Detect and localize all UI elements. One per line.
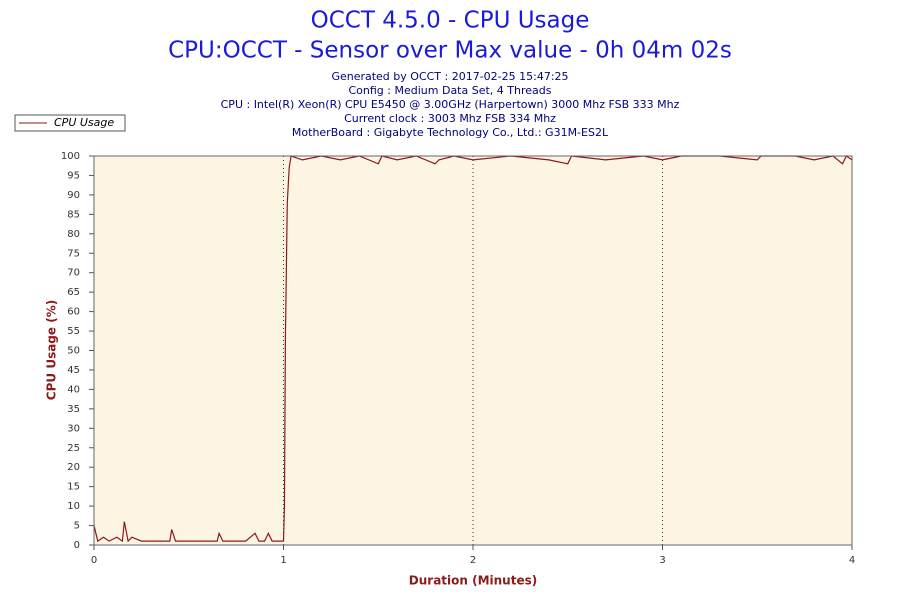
y-tick-label: 70 — [67, 268, 80, 279]
x-tick-label: 3 — [659, 555, 665, 566]
y-axis-label: CPU Usage (%) — [45, 300, 59, 400]
y-tick-label: 95 — [67, 170, 80, 181]
y-tick-label: 90 — [67, 190, 80, 201]
y-tick-label: 35 — [67, 404, 80, 415]
y-tick-label: 25 — [67, 443, 80, 454]
x-tick-label: 1 — [280, 555, 286, 566]
y-tick-label: 80 — [67, 229, 80, 240]
y-tick-label: 20 — [67, 462, 80, 473]
x-tick-label: 0 — [91, 555, 97, 566]
y-tick-label: 100 — [61, 151, 80, 162]
info-line: MotherBoard : Gigabyte Technology Co., L… — [292, 126, 609, 139]
y-tick-label: 30 — [67, 423, 80, 434]
y-tick-label: 15 — [67, 482, 80, 493]
chart-subtitle: CPU:OCCT - Sensor over Max value - 0h 04… — [168, 38, 732, 64]
y-tick-label: 85 — [67, 209, 80, 220]
x-tick-label: 4 — [849, 555, 855, 566]
data-line — [93, 155, 853, 543]
info-line: CPU : Intel(R) Xeon(R) CPU E5450 @ 3.00G… — [221, 98, 680, 111]
plot-border — [93, 155, 853, 546]
y-tick-label: 65 — [67, 287, 80, 298]
y-tick-label: 75 — [67, 248, 80, 259]
info-line: Config : Medium Data Set, 4 Threads — [349, 84, 552, 97]
y-tick-label: 10 — [67, 501, 80, 512]
y-tick-label: 55 — [67, 326, 80, 337]
info-line: Current clock : 3003 Mhz FSB 334 Mhz — [344, 112, 556, 125]
y-tick-label: 60 — [67, 307, 80, 318]
x-axis-label: Duration (Minutes) — [409, 574, 537, 588]
chart-title: OCCT 4.5.0 - CPU Usage — [311, 8, 590, 34]
y-tick-label: 40 — [67, 384, 80, 395]
y-tick-label: 0 — [74, 540, 80, 551]
legend-box — [14, 114, 126, 132]
legend-label: CPU Usage — [54, 116, 114, 129]
plot-area — [94, 156, 852, 545]
y-tick-label: 45 — [67, 365, 80, 376]
y-tick-label: 50 — [67, 346, 80, 357]
y-tick-label: 5 — [74, 521, 80, 532]
info-line: Generated by OCCT : 2017-02-25 15:47:25 — [331, 70, 568, 83]
x-tick-label: 2 — [470, 555, 476, 566]
